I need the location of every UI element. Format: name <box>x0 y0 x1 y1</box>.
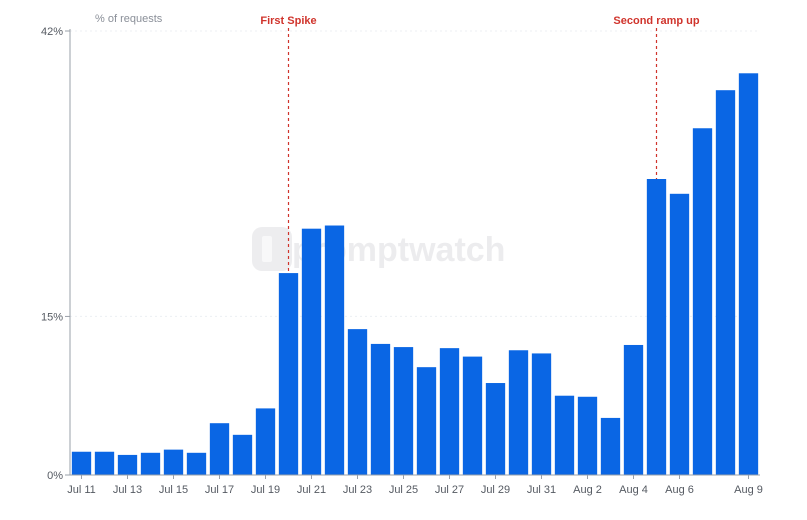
bar-aug-9 <box>738 73 759 476</box>
y-axis-label: % of requests <box>95 13 163 25</box>
bar-jul-16 <box>186 452 207 475</box>
annotation-label: First Spike <box>260 15 316 27</box>
bar-jul-24 <box>370 343 391 475</box>
x-tick-label: Jul 27 <box>435 484 464 496</box>
x-tick-label: Jul 21 <box>297 484 326 496</box>
bar-jul-18 <box>232 434 253 475</box>
bar-jul-23 <box>347 329 368 475</box>
bar-jul-15 <box>163 449 184 475</box>
x-tick-label: Jul 19 <box>251 484 280 496</box>
bar-aug-5 <box>646 179 667 475</box>
x-tick-label: Jul 15 <box>159 484 188 496</box>
grid <box>70 30 760 317</box>
bar-jul-30 <box>508 350 529 475</box>
bar-aug-8 <box>715 90 736 475</box>
bar-jul-12 <box>94 451 115 475</box>
x-tick-label: Jul 25 <box>389 484 418 496</box>
x-tick-label: Aug 6 <box>665 484 694 496</box>
axes: 0% 15% 42% Jul 11 Jul 13 Jul 15 Jul 17 Jul 19 Ju… <box>41 26 763 496</box>
bar-jul-20 <box>278 273 299 475</box>
y-tick-label: 42% <box>41 26 63 38</box>
bar-aug-3 <box>600 417 621 475</box>
bar-jul-29 <box>485 383 506 475</box>
bar-aug-7 <box>692 128 713 475</box>
annotations: First Spike Second ramp up <box>260 15 700 274</box>
bar-jul-22 <box>324 225 345 475</box>
bar-aug-2 <box>577 396 598 475</box>
bar-jul-17 <box>209 423 230 475</box>
bar-jul-26 <box>416 367 437 475</box>
watermark-text: promptwatch <box>292 231 505 269</box>
y-tick-label: 0% <box>47 470 63 482</box>
bars <box>71 73 759 476</box>
x-tick-label: Aug 4 <box>619 484 648 496</box>
watermark-logo: promptwatch <box>252 227 505 271</box>
x-tick-label: Aug 9 <box>734 484 763 496</box>
bar-jul-28 <box>462 356 483 475</box>
x-tick-label: Jul 13 <box>113 484 142 496</box>
x-tick-label: Jul 29 <box>481 484 510 496</box>
x-tick-label: Jul 11 <box>67 484 96 496</box>
bar-aug-1 <box>554 395 575 475</box>
bar-jul-21 <box>301 228 322 475</box>
annotation-label: Second ramp up <box>613 15 699 27</box>
bar-jul-27 <box>439 348 460 475</box>
bar-aug-4 <box>623 344 644 475</box>
bar-jul-19 <box>255 408 276 475</box>
x-tick-label: Jul 17 <box>205 484 234 496</box>
x-tick-label: Aug 2 <box>573 484 602 496</box>
bar-jul-13 <box>117 454 138 475</box>
bar-aug-6 <box>669 193 690 476</box>
bar-jul-11 <box>71 451 92 475</box>
y-tick-label: 15% <box>41 311 63 323</box>
bar-jul-25 <box>393 347 414 475</box>
bar-jul-31 <box>531 353 552 475</box>
x-tick-label: Jul 31 <box>527 484 556 496</box>
bar-jul-14 <box>140 452 161 475</box>
x-tick-label: Jul 23 <box>343 484 372 496</box>
